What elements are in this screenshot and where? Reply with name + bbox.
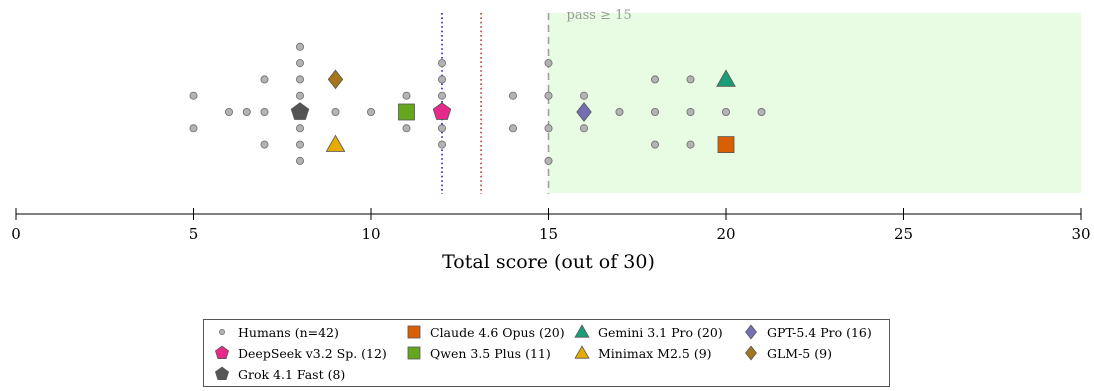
human-point bbox=[580, 124, 589, 133]
legend-marker bbox=[407, 346, 421, 360]
human-point bbox=[295, 156, 304, 165]
legend-item: Qwen 3.5 Plus (11) bbox=[404, 344, 551, 362]
human-point bbox=[437, 91, 446, 100]
model-marker bbox=[325, 134, 346, 152]
human-point bbox=[189, 91, 198, 100]
x-tick-label: 20 bbox=[716, 225, 735, 243]
human-point bbox=[686, 140, 695, 149]
model-marker bbox=[327, 69, 344, 90]
legend-marker bbox=[214, 345, 230, 359]
legend-item: Minimax M2.5 (9) bbox=[572, 344, 712, 362]
legend-label: Claude 4.6 Opus (20) bbox=[430, 324, 565, 340]
human-point bbox=[722, 108, 731, 117]
x-tick-label: 10 bbox=[361, 225, 380, 243]
human-point bbox=[544, 124, 553, 133]
legend-item: GPT-5.4 Pro (16) bbox=[741, 323, 872, 341]
human-point bbox=[686, 75, 695, 84]
model-marker bbox=[290, 102, 310, 120]
model-marker bbox=[576, 102, 592, 122]
pass-label: pass ≥ 15 bbox=[567, 8, 632, 23]
human-point bbox=[295, 42, 304, 51]
human-point bbox=[615, 108, 624, 117]
human-point bbox=[686, 108, 695, 117]
human-point bbox=[295, 91, 304, 100]
human-point bbox=[260, 108, 269, 117]
human-point bbox=[224, 108, 233, 117]
legend-marker bbox=[574, 324, 590, 338]
human-point bbox=[508, 91, 517, 100]
legend-item: DeepSeek v3.2 Sp. (12) bbox=[212, 344, 387, 362]
human-point bbox=[580, 91, 589, 100]
human-point bbox=[189, 124, 198, 133]
human-point bbox=[295, 124, 304, 133]
human-point bbox=[437, 59, 446, 68]
human-point bbox=[242, 108, 251, 117]
legend-label: GPT-5.4 Pro (16) bbox=[767, 324, 872, 340]
x-tick-label: 0 bbox=[11, 225, 21, 243]
legend-marker bbox=[574, 345, 590, 359]
human-point bbox=[295, 140, 304, 149]
human-point bbox=[331, 108, 340, 117]
human-point bbox=[651, 75, 660, 84]
human-point bbox=[402, 91, 411, 100]
legend-label: Humans (n=42) bbox=[238, 324, 339, 340]
legend-marker bbox=[407, 325, 421, 339]
legend-item: Grok 4.1 Fast (8) bbox=[212, 365, 345, 383]
legend-item: Claude 4.6 Opus (20) bbox=[404, 323, 565, 341]
human-point bbox=[757, 108, 766, 117]
human-point bbox=[366, 108, 375, 117]
x-tick-label: 15 bbox=[539, 225, 558, 243]
x-tick-label: 5 bbox=[189, 225, 199, 243]
model-marker bbox=[716, 69, 736, 87]
human-point bbox=[508, 124, 517, 133]
legend-item: Gemini 3.1 Pro (20) bbox=[572, 323, 723, 341]
legend-marker bbox=[745, 324, 757, 340]
legend-item: Humans (n=42) bbox=[212, 323, 339, 341]
legend-item: GLM-5 (9) bbox=[741, 344, 832, 362]
human-point bbox=[295, 75, 304, 84]
x-tick-label: 25 bbox=[894, 225, 913, 243]
legend-label: Grok 4.1 Fast (8) bbox=[238, 366, 346, 382]
legend-marker bbox=[214, 366, 230, 380]
legend-label: Gemini 3.1 Pro (20) bbox=[598, 324, 723, 340]
legend-marker bbox=[219, 329, 225, 335]
human-point bbox=[260, 75, 269, 84]
human-point bbox=[651, 108, 660, 117]
human-point bbox=[295, 59, 304, 68]
human-point bbox=[544, 91, 553, 100]
pass-region bbox=[548, 13, 1081, 193]
legend-label: DeepSeek v3.2 Sp. (12) bbox=[238, 345, 387, 361]
model-marker bbox=[717, 136, 735, 154]
human-point bbox=[402, 124, 411, 133]
x-tick-label: 30 bbox=[1071, 225, 1090, 243]
legend-label: Minimax M2.5 (9) bbox=[598, 345, 712, 361]
legend-label: GLM-5 (9) bbox=[767, 345, 832, 361]
model-marker bbox=[432, 102, 452, 120]
human-point bbox=[437, 75, 446, 84]
human-point bbox=[437, 124, 446, 133]
legend: Humans (n=42) Claude 4.6 Opus (20) Gemini … bbox=[203, 319, 890, 387]
human-point bbox=[651, 140, 660, 149]
human-point bbox=[437, 140, 446, 149]
model-marker bbox=[398, 103, 415, 121]
x-axis-title: Total score (out of 30) bbox=[442, 251, 655, 273]
legend-marker bbox=[745, 345, 757, 361]
human-point bbox=[544, 59, 553, 68]
human-point bbox=[260, 140, 269, 149]
human-point bbox=[544, 156, 553, 165]
legend-label: Qwen 3.5 Plus (11) bbox=[430, 345, 551, 361]
